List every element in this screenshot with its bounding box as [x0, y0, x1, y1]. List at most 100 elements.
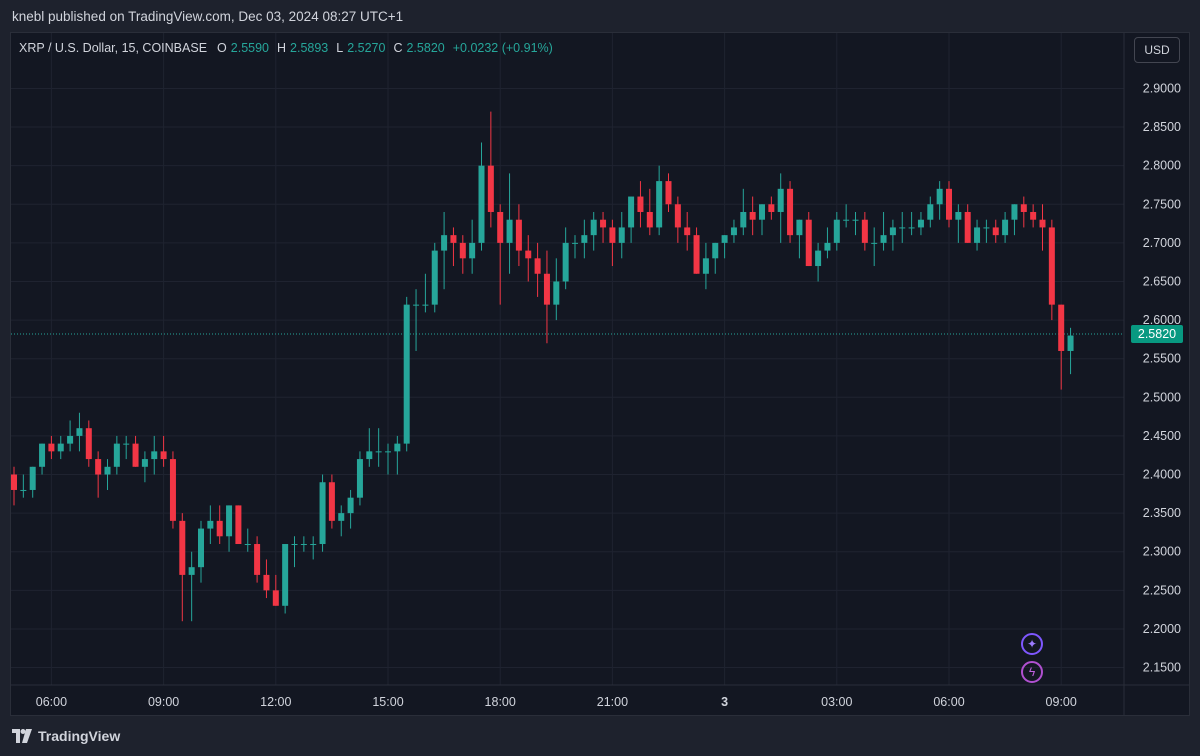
candle-body — [852, 219, 859, 221]
candle-body — [198, 528, 204, 568]
x-tick-label: 21:00 — [597, 695, 628, 709]
candle-body — [974, 227, 981, 243]
close-value: 2.5820 — [406, 41, 445, 55]
candle-body — [525, 250, 532, 259]
candle-body — [338, 513, 345, 521]
candle-body — [543, 273, 550, 305]
ohlc-legend: XRP / U.S. Dollar, 15, COINBASE O 2.5590 … — [19, 41, 557, 55]
candle-body — [721, 235, 728, 243]
lightning-icon[interactable]: ϟ — [1021, 661, 1043, 683]
candle-body — [478, 165, 485, 243]
candle-body — [235, 505, 242, 545]
symbol-label[interactable]: XRP / U.S. Dollar, 15, COINBASE — [19, 41, 208, 55]
candle-body — [394, 443, 401, 452]
y-tick-label: 2.4000 — [1143, 468, 1181, 482]
candle-body — [1002, 219, 1009, 236]
candle-body — [693, 235, 700, 274]
candle-body — [600, 219, 607, 228]
y-tick-label: 2.1500 — [1143, 661, 1181, 675]
candle-body — [964, 211, 971, 243]
candle-body — [497, 211, 504, 243]
published-text: knebl published on TradingView.com, Dec … — [12, 8, 404, 24]
x-tick-label: 03:00 — [821, 695, 852, 709]
close-key: C — [393, 41, 403, 55]
candle-body — [20, 489, 27, 491]
y-tick-label: 2.2000 — [1143, 622, 1181, 636]
x-tick-label: 15:00 — [372, 695, 403, 709]
x-tick-label: 18:00 — [485, 695, 516, 709]
y-tick-label: 2.7000 — [1143, 236, 1181, 250]
candle-body — [385, 451, 391, 453]
candle-body — [300, 544, 307, 546]
y-tick-label: 2.3500 — [1143, 506, 1181, 520]
x-tick-label: 12:00 — [260, 695, 291, 709]
y-tick-label: 2.8500 — [1143, 120, 1181, 134]
candle-body — [160, 451, 167, 460]
candle-body — [141, 459, 148, 467]
candle-body — [861, 219, 868, 243]
candle-body — [777, 188, 784, 212]
candle-body — [796, 219, 803, 236]
brand-name: TradingView — [38, 728, 121, 744]
candle-body — [85, 428, 92, 460]
candle-body — [572, 242, 578, 244]
candle-body — [422, 304, 429, 306]
candle-body — [366, 451, 373, 460]
candle-body — [674, 204, 681, 228]
candlestick-chart[interactable]: 2.9000 2.8500 2.8000 2.7500 2.7000 2.6500 2.60… — [11, 33, 1189, 715]
candle-body — [740, 211, 747, 228]
candle-body — [375, 451, 382, 453]
candle-body — [581, 235, 588, 243]
candle-body — [656, 181, 663, 228]
candle-body — [768, 204, 775, 212]
tradingview-brand[interactable]: TradingView — [12, 728, 120, 744]
currency-button[interactable]: USD — [1134, 37, 1180, 63]
candle-body — [207, 520, 214, 529]
candle-body — [562, 242, 569, 282]
candle-body — [553, 281, 560, 305]
star-icon[interactable]: ✦ — [1021, 633, 1043, 655]
candle-body — [441, 235, 448, 251]
candle-body — [936, 188, 943, 205]
candle-body — [57, 443, 64, 452]
chart-panel[interactable]: 2.9000 2.8500 2.8000 2.7500 2.7000 2.6500 2.60… — [10, 32, 1190, 716]
candle-body — [1048, 227, 1055, 305]
y-tick-label: 2.4500 — [1143, 429, 1181, 443]
candle-body — [637, 196, 644, 212]
candle-body — [272, 590, 279, 606]
change-value: +0.0232 (+0.91%) — [452, 41, 553, 55]
y-tick-label: 2.5000 — [1143, 390, 1181, 404]
candle-body — [356, 459, 363, 498]
low-value: 2.5270 — [347, 41, 386, 55]
candle-body — [319, 482, 326, 545]
x-tick-label: 06:00 — [933, 695, 964, 709]
y-tick-label: 2.2500 — [1143, 583, 1181, 597]
candle-body — [244, 544, 251, 546]
footer: TradingView — [0, 716, 1200, 756]
y-tick-label: 2.9000 — [1143, 81, 1181, 95]
candle-body — [955, 211, 962, 220]
candle-body — [29, 466, 36, 490]
candle-body — [899, 227, 906, 229]
candle-body — [104, 466, 111, 475]
candle-body — [1030, 211, 1037, 220]
candle-body — [665, 181, 672, 205]
candle-body — [179, 520, 186, 575]
candle-body — [113, 443, 120, 467]
candle-body — [1020, 204, 1027, 212]
candle-body — [469, 242, 476, 259]
candle-body — [254, 544, 261, 575]
last-price-badge — [1131, 324, 1183, 343]
candle-body — [684, 227, 691, 236]
candle-body — [983, 227, 990, 229]
candle-body — [11, 474, 17, 490]
candle-body — [151, 451, 158, 460]
y-tick-label: 2.7500 — [1143, 197, 1181, 211]
candle-body — [403, 304, 410, 444]
tradingview-logo-icon — [12, 729, 32, 743]
candle-body — [263, 574, 270, 591]
open-value: 2.5590 — [230, 41, 269, 55]
y-tick-label: 2.8000 — [1143, 159, 1181, 173]
last-price-label: 2.5820 — [1138, 327, 1176, 341]
x-tick-label: 06:00 — [36, 695, 67, 709]
